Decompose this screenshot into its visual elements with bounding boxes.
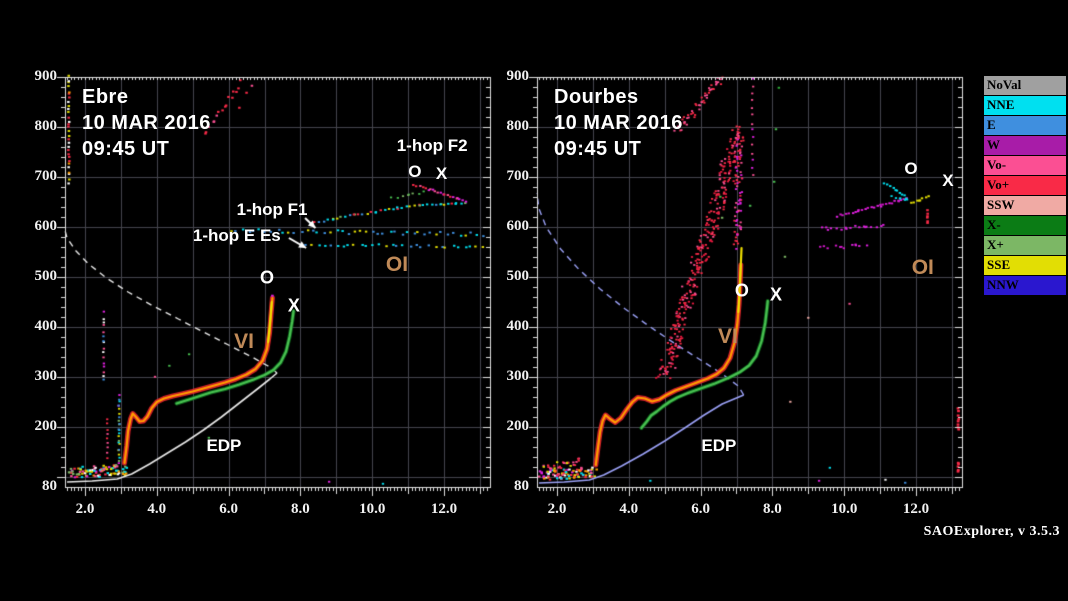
y-tick-label-dourbes-700: 700: [506, 168, 530, 184]
y-tick-label-dourbes-600: 600: [506, 218, 530, 234]
x-tick-label-dourbes-6: 6.0: [691, 501, 710, 517]
time-label: 09:45 UT: [554, 138, 642, 160]
y-tick-label-ebre-900: 900: [34, 68, 58, 84]
y-tick-label-dourbes-800: 800: [506, 118, 530, 134]
y-tick-label-ebre-200: 200: [34, 418, 58, 434]
x-tick-label-ebre-6: 6.0: [219, 501, 238, 517]
annotation-dourbes-x-4: X: [769, 284, 782, 305]
panel-header-dourbes: Dourbes 10 MAR 2016 09:45 UT: [554, 84, 683, 162]
station-name: Dourbes: [554, 86, 639, 108]
annotation-ebre-x-2: X: [435, 164, 448, 183]
x-tick-label-dourbes-10: 10.0: [831, 501, 858, 517]
legend-item-vo: Vo+: [984, 176, 1066, 195]
legend-item-noval: NoVal: [984, 76, 1066, 95]
y-tick-label-dourbes-900: 900: [506, 68, 530, 84]
annotation-dourbes-o-3: O: [734, 280, 749, 301]
legend-item-e: E: [984, 116, 1066, 135]
panel-header-ebre: Ebre 10 MAR 2016 09:45 UT: [82, 84, 211, 162]
x-tick-label-dourbes-12: 12.0: [902, 501, 930, 517]
app-version-credit: SAOExplorer, v 3.5.3: [923, 524, 1060, 539]
x-tick-label-ebre-8: 8.0: [291, 501, 310, 517]
x-tick-label-ebre-10: 10.0: [359, 501, 386, 517]
date-label: 10 MAR 2016: [554, 112, 683, 134]
x-tick-label-dourbes-2: 2.0: [547, 501, 567, 517]
annotation-ebre-vi-7: VI: [234, 330, 254, 353]
annotation-ebre-oi-8: OI: [385, 253, 409, 276]
annotation-ebre-1-hop-f2-0: 1-hop F2: [396, 136, 468, 155]
legend-item-nnw: NNW: [984, 276, 1066, 295]
annotation-dourbes-o-0: O: [904, 159, 918, 178]
y-tick-label-dourbes-300: 300: [506, 368, 530, 384]
y-tick-label-dourbes-80: 80: [514, 478, 529, 494]
y-tick-label-ebre-600: 600: [34, 218, 58, 234]
y-tick-label-ebre-80: 80: [42, 478, 57, 494]
annotation-ebre-o-1: O: [408, 162, 422, 181]
legend-item-vo: Vo-: [984, 156, 1066, 175]
legend-item-x: X+: [984, 236, 1066, 255]
annotation-dourbes-vi-5: VI: [717, 325, 738, 348]
y-tick-label-ebre-700: 700: [34, 168, 58, 184]
legend-item-sse: SSE: [984, 256, 1066, 275]
y-tick-label-dourbes-200: 200: [506, 418, 530, 434]
date-label: 10 MAR 2016: [82, 112, 211, 134]
legend-item-nne: NNE: [984, 96, 1066, 115]
legend-item-ssw: SSW: [984, 196, 1066, 215]
x-tick-label-ebre-12: 12.0: [430, 501, 458, 517]
annotation-dourbes-x-1: X: [942, 171, 954, 190]
y-tick-label-ebre-400: 400: [34, 318, 58, 334]
x-tick-label-dourbes-8: 8.0: [763, 501, 782, 517]
y-tick-label-ebre-500: 500: [34, 268, 58, 284]
annotation-dourbes-oi-2: OI: [911, 256, 934, 279]
annotation-ebre-o-5: O: [259, 267, 275, 288]
x-tick-label-ebre-2: 2.0: [75, 501, 95, 517]
legend-item-w: W: [984, 136, 1066, 155]
annotation-ebre-edp-9: EDP: [206, 436, 242, 455]
annotation-ebre-x-6: X: [287, 295, 300, 316]
legend-item-x: X-: [984, 216, 1066, 235]
x-tick-label-dourbes-4: 4.0: [619, 501, 639, 517]
y-tick-label-dourbes-500: 500: [506, 268, 530, 284]
y-tick-label-dourbes-400: 400: [506, 318, 530, 334]
annotation-dourbes-edp-6: EDP: [701, 436, 737, 455]
time-label: 09:45 UT: [82, 138, 170, 160]
y-tick-label-ebre-800: 800: [34, 118, 58, 134]
annotation-ebre-1-hop-e-es-4: 1-hop E Es: [192, 226, 281, 245]
station-name: Ebre: [82, 86, 129, 108]
x-tick-label-ebre-4: 4.0: [147, 501, 167, 517]
annotation-ebre-1-hop-f1-3: 1-hop F1: [236, 200, 308, 219]
y-tick-label-ebre-300: 300: [34, 368, 58, 384]
echo-direction-legend: NoVal NNE E W Vo- Vo+ SSW X- X+ SSE NNW: [984, 76, 1066, 296]
